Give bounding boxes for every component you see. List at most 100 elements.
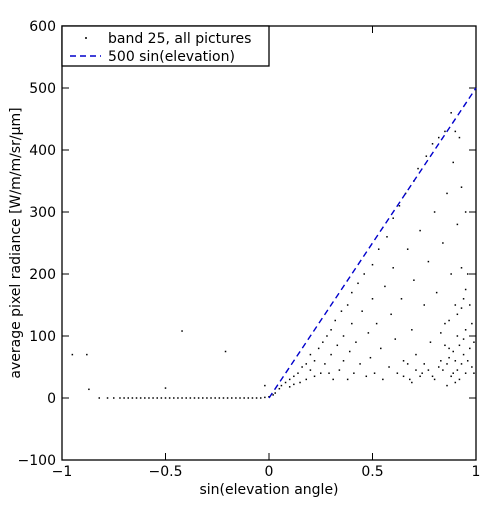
scatter-point <box>339 369 341 371</box>
scatter-point <box>279 388 281 390</box>
scatter-point <box>366 376 368 378</box>
scatter-point <box>392 217 394 219</box>
scatter-point <box>330 329 332 331</box>
scatter-point <box>320 372 322 374</box>
legend-label-line: 500 sin(elevation) <box>108 49 235 65</box>
scatter-point <box>227 397 229 399</box>
scatter-point <box>457 224 459 226</box>
scatter-point <box>198 397 200 399</box>
scatter-point <box>299 382 301 384</box>
scatter-point <box>415 369 417 371</box>
scatter-point <box>274 392 276 394</box>
scatter-point <box>403 376 405 378</box>
scatter-point <box>372 264 374 266</box>
scatter-point <box>413 279 415 281</box>
scatter-point <box>132 397 134 399</box>
scatter-point <box>152 397 154 399</box>
scatter-point <box>465 329 467 331</box>
scatter-point <box>223 397 225 399</box>
scatter-point <box>173 397 175 399</box>
scatter-point <box>235 397 237 399</box>
scatter-point <box>123 397 125 399</box>
y-tick-label: 100 <box>29 329 56 345</box>
x-axis-label: sin(elevation angle) <box>199 482 338 498</box>
scatter-point <box>264 385 266 387</box>
scatter-point <box>428 369 430 371</box>
scatter-point <box>225 351 227 353</box>
scatter-point <box>239 397 241 399</box>
scatter-point <box>370 357 372 359</box>
scatter-point <box>343 360 345 362</box>
scatter-point <box>264 397 266 399</box>
scatter-point <box>99 397 101 399</box>
scatter-point <box>463 298 465 300</box>
scatter-point <box>384 286 386 288</box>
y-tick-label: −100 <box>18 453 56 469</box>
scatter-point <box>411 329 413 331</box>
scatter-point <box>440 360 442 362</box>
x-tick-label: 1 <box>472 464 481 480</box>
scatter-point <box>165 387 167 389</box>
scatter-point <box>471 366 473 368</box>
scatter-point <box>144 397 146 399</box>
scatter-point <box>243 397 245 399</box>
scatter-point <box>88 389 90 391</box>
scatter-point <box>461 267 463 269</box>
scatter-point <box>324 363 326 365</box>
scatter-point <box>386 236 388 238</box>
scatter-point <box>436 292 438 294</box>
scatter-point <box>210 397 212 399</box>
scatter-point <box>343 335 345 337</box>
scatter-point <box>452 372 454 374</box>
scatter-point <box>455 131 457 133</box>
scatter-point <box>450 376 452 378</box>
scatter-point <box>461 186 463 188</box>
legend-label-scatter: band 25, all pictures <box>108 31 251 47</box>
scatter-point <box>281 385 283 387</box>
scatter-point <box>469 304 471 306</box>
scatter-point <box>403 360 405 362</box>
reference-line <box>269 88 476 398</box>
scatter-point <box>148 397 150 399</box>
scatter-point <box>407 363 409 365</box>
scatter-point <box>424 304 426 306</box>
scatter-point <box>347 304 349 306</box>
scatter-point <box>306 379 308 381</box>
scatter-point <box>446 363 448 365</box>
scatter-point <box>181 397 183 399</box>
scatter-point <box>448 348 450 350</box>
scatter-point <box>442 242 444 244</box>
scatter-point <box>459 379 461 381</box>
scatter-point <box>459 345 461 347</box>
scatter-point <box>161 397 163 399</box>
scatter-point <box>86 354 88 356</box>
scatter-point <box>457 369 459 371</box>
scatter-point <box>361 310 363 312</box>
scatter-point <box>119 397 121 399</box>
scatter-point <box>395 338 397 340</box>
scatter-point <box>297 372 299 374</box>
scatter-point <box>399 205 401 207</box>
scatter-point <box>306 363 308 365</box>
scatter-point <box>419 376 421 378</box>
scatter-point <box>388 366 390 368</box>
scatter-point <box>382 379 384 381</box>
scatter-point <box>463 338 465 340</box>
scatter-point <box>392 267 394 269</box>
scatter-point <box>446 385 448 387</box>
scatter-point <box>434 379 436 381</box>
scatter-point <box>428 261 430 263</box>
scatter-point <box>473 372 475 374</box>
scatter-point <box>252 397 254 399</box>
scatter-point <box>417 168 419 170</box>
y-tick-label: 600 <box>29 19 56 35</box>
y-tick-label: 0 <box>47 391 56 407</box>
scatter-point <box>450 273 452 275</box>
scatter-point <box>368 332 370 334</box>
scatter-point <box>419 230 421 232</box>
scatter-point <box>444 345 446 347</box>
scatter-point <box>401 298 403 300</box>
scatter-point <box>214 397 216 399</box>
scatter-point <box>256 397 258 399</box>
